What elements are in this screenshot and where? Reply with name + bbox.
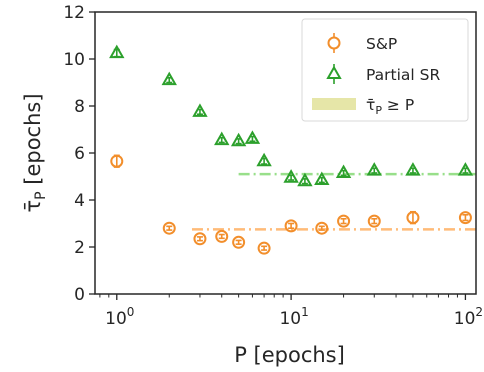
- data-point-triangle: [192, 103, 208, 117]
- data-point-triangle: [366, 162, 382, 176]
- data-point-triangle: [109, 44, 125, 59]
- data-point-triangle: [457, 162, 474, 176]
- data-point-triangle: [256, 152, 272, 167]
- y-tick-label: 0: [74, 285, 85, 305]
- data-point-circle: [257, 241, 271, 255]
- data-point-circle: [284, 219, 298, 233]
- series-triangle: [109, 44, 474, 187]
- data-point-circle: [406, 211, 420, 225]
- legend-label: τ̄P ≥ P: [366, 96, 414, 117]
- data-point-circle: [367, 214, 381, 228]
- data-point-triangle: [297, 172, 313, 187]
- data-point-triangle: [161, 71, 177, 86]
- y-tick-label: 10: [63, 50, 85, 70]
- data-point-triangle: [314, 171, 330, 186]
- data-point-triangle: [335, 164, 352, 179]
- data-point-circle: [110, 154, 124, 168]
- x-axis-ticks: 100 101 102: [99, 294, 483, 329]
- data-point-circle: [315, 221, 329, 235]
- x-tick-label: 102: [454, 305, 483, 329]
- data-point-circle: [193, 232, 207, 246]
- data-point-circle: [162, 221, 176, 235]
- data-point-circle: [215, 229, 229, 243]
- reference-lines: [191, 172, 476, 231]
- legend-box: [301, 18, 469, 122]
- series-circle: [110, 154, 472, 255]
- data-point-triangle: [283, 169, 299, 183]
- y-axis-title: τ̄P [epochs]: [21, 93, 49, 212]
- data-series: [109, 44, 474, 255]
- x-tick-label: 100: [105, 305, 134, 329]
- legend: S&P Partial SR τ̄P ≥ P: [301, 18, 469, 122]
- y-tick-label: 4: [74, 191, 85, 211]
- legend-marker-circle: [327, 36, 341, 50]
- x-axis-title: P [epochs]: [234, 343, 345, 367]
- y-tick-label: 2: [74, 238, 85, 258]
- legend-swatch-band: [312, 98, 356, 110]
- y-tick-label: 6: [74, 144, 85, 164]
- legend-label: S&P: [366, 35, 397, 53]
- x-tick-label: 101: [279, 305, 308, 329]
- data-point-triangle: [405, 162, 421, 176]
- legend-label: Partial SR: [366, 66, 440, 84]
- data-point-circle: [337, 214, 351, 228]
- data-point-triangle: [244, 130, 261, 144]
- data-point-triangle: [230, 132, 247, 147]
- data-point-circle: [458, 211, 472, 225]
- y-tick-label: 8: [74, 97, 85, 117]
- data-point-triangle: [214, 131, 230, 146]
- legend-marker-triangle: [326, 65, 342, 80]
- y-axis-ticks: 0 2 4 6 8 10 12: [63, 3, 95, 305]
- y-tick-label: 12: [63, 3, 85, 23]
- data-point-circle: [232, 235, 246, 249]
